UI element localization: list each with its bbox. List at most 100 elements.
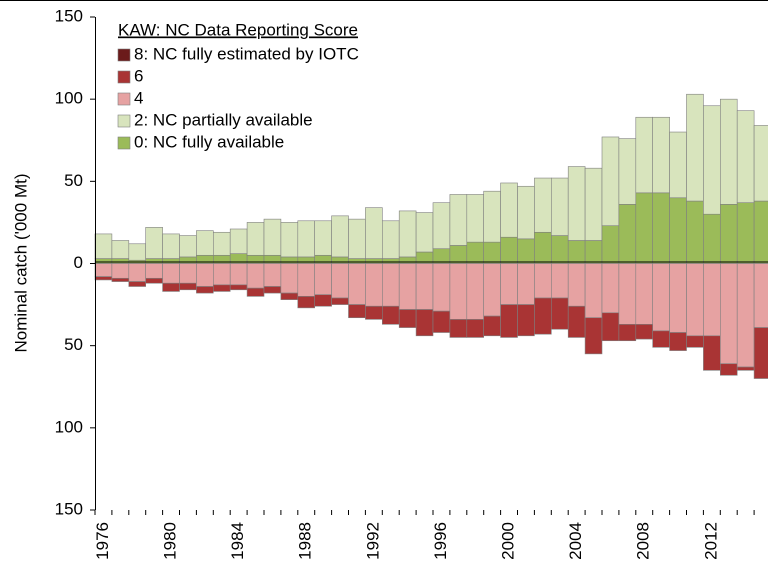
y-tick-label: 0 — [74, 253, 83, 272]
bar-segment — [398, 210, 417, 258]
bar-segment — [635, 116, 653, 194]
bar-segment — [331, 215, 349, 258]
bar-segment — [736, 263, 755, 368]
bar-segment — [449, 263, 468, 320]
bar-segment — [145, 277, 163, 284]
bar-segment — [145, 263, 163, 279]
bar-segment — [567, 240, 586, 264]
bar-segment — [280, 256, 299, 264]
bar-segment — [736, 366, 755, 371]
bar-segment — [111, 277, 130, 282]
legend-label: 8: NC fully estimated by IOTC — [134, 44, 359, 63]
bar-segment — [601, 312, 620, 342]
bar-segment — [550, 235, 569, 264]
bar-segment — [466, 263, 484, 320]
bar-segment — [128, 281, 147, 287]
bar-segment — [229, 284, 248, 291]
bar-segment — [314, 263, 332, 296]
legend-label: 6 — [134, 66, 143, 85]
bar-segment — [601, 225, 620, 264]
bar-segment — [736, 202, 755, 264]
bar-segment — [618, 204, 637, 264]
bar-segment — [179, 235, 197, 258]
bar-segment — [500, 263, 518, 305]
legend-label: 0: NC fully available — [134, 132, 284, 151]
bar-segment — [196, 230, 214, 256]
bar-segment — [297, 263, 315, 297]
bar-segment — [534, 177, 552, 233]
bar-segment — [162, 258, 180, 264]
bar-segment — [719, 363, 738, 376]
bar-segment — [179, 256, 197, 264]
bar-segment — [246, 263, 265, 289]
bar-segment — [601, 136, 620, 227]
bar-segment — [567, 166, 586, 241]
bar-segment — [500, 304, 518, 338]
y-tick-label: 50 — [64, 335, 83, 354]
bar-segment — [483, 241, 501, 264]
bar-segment — [162, 263, 180, 284]
bar-segment — [246, 287, 265, 297]
x-tick-label: 2004 — [566, 522, 585, 560]
y-tick-label: 100 — [55, 89, 83, 108]
bar-segment — [703, 263, 721, 337]
legend-swatch — [117, 48, 131, 62]
bar-segment — [229, 228, 248, 254]
legend-label: 4 — [134, 88, 143, 107]
bar-segment — [348, 304, 366, 319]
x-tick-label: 1996 — [431, 522, 450, 560]
bar-segment — [280, 292, 299, 300]
bar-segment — [213, 284, 231, 292]
bar-segment — [432, 202, 451, 250]
bar-segment — [246, 222, 265, 256]
bar-segment — [635, 192, 653, 264]
bar-segment — [584, 240, 603, 264]
bar-segment — [398, 309, 417, 328]
legend-title: KAW: NC Data Reporting Score — [118, 20, 358, 39]
bar-segment — [348, 218, 366, 259]
bar-segment — [652, 330, 670, 348]
bar-segment — [517, 263, 535, 305]
bar-segment — [331, 256, 349, 264]
bar-segment — [652, 263, 670, 332]
bar-segment — [550, 177, 569, 236]
legend-swatch — [117, 114, 131, 128]
bar-segment — [500, 182, 518, 238]
bar-segment — [111, 258, 130, 264]
legend-swatch — [117, 136, 131, 150]
bar-segment — [466, 241, 484, 264]
bar-segment — [213, 231, 231, 256]
bar-segment — [111, 263, 130, 279]
bar-segment — [618, 263, 637, 325]
bar-segment — [432, 248, 451, 264]
bar-segment — [128, 243, 147, 261]
bar-segment — [314, 294, 332, 307]
bar-segment — [635, 263, 653, 325]
bar-segment — [449, 245, 468, 264]
bar-segment — [500, 236, 518, 264]
legend-swatch — [117, 70, 131, 84]
bar-segment — [398, 263, 417, 310]
x-tick-label: 1980 — [161, 522, 180, 560]
bar-segment — [618, 138, 637, 205]
bar-segment — [94, 258, 113, 264]
bar-segment — [381, 258, 400, 264]
bar-segment — [145, 227, 163, 259]
bar-segment — [686, 335, 704, 348]
bar-segment — [196, 263, 214, 287]
bar-segment — [280, 222, 299, 258]
bar-segment — [94, 263, 113, 277]
bar-segment — [652, 116, 670, 194]
bar-segment — [398, 256, 417, 264]
legend-label: 2: NC partially available — [134, 110, 313, 129]
bar-segment — [669, 197, 687, 264]
bar-segment — [483, 263, 501, 317]
bar-segment — [686, 93, 704, 202]
bar-segment — [534, 263, 552, 299]
bar-segment — [94, 276, 113, 281]
bar-segment — [584, 263, 603, 319]
bar-segment — [128, 263, 147, 282]
bar-segment — [534, 231, 552, 264]
bar-segment — [601, 263, 620, 314]
